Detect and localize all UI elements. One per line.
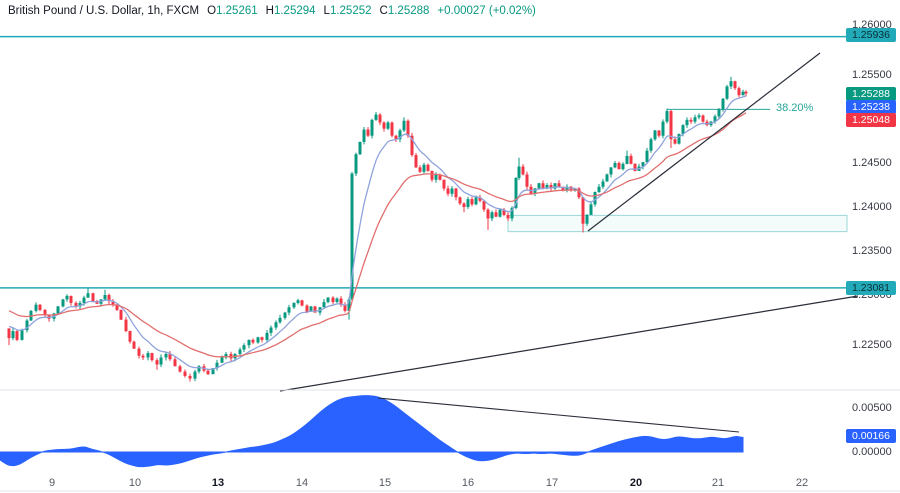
time-axis-label: 21 bbox=[711, 477, 725, 489]
ma-slow-line bbox=[8, 112, 747, 358]
fib-retracement-label[interactable]: 38.20% bbox=[776, 102, 814, 114]
open-label: O bbox=[207, 5, 217, 17]
indicator-trendline[interactable] bbox=[377, 397, 740, 433]
low-label: L bbox=[323, 5, 330, 17]
ohlc-high: H1.25294 bbox=[266, 5, 316, 17]
time-axis-label: 13 bbox=[211, 477, 225, 489]
price-axis-label: 0.00000 bbox=[852, 446, 892, 458]
time-axis-label: 17 bbox=[545, 477, 559, 489]
price-tag: 1.25936 bbox=[846, 28, 896, 42]
ohlc-open: O1.25261 bbox=[207, 5, 258, 17]
high-label: H bbox=[265, 5, 274, 17]
ohlc-low: L1.25252 bbox=[324, 5, 372, 17]
price-change: +0.00027 (+0.02%) bbox=[437, 5, 536, 17]
high-value: 1.25294 bbox=[273, 5, 316, 17]
price-axis-label: 0.00500 bbox=[852, 402, 892, 414]
price-tag: 1.25288 bbox=[846, 87, 896, 101]
price-tag: 0.00166 bbox=[846, 429, 896, 443]
close-label: C bbox=[379, 5, 388, 17]
open-value: 1.25261 bbox=[216, 5, 258, 17]
symbol-header: British Pound / U.S. Dollar, 1h, FXCM O1.… bbox=[8, 5, 536, 17]
ma-fast-line bbox=[8, 95, 747, 371]
price-axis-label: 1.24000 bbox=[852, 201, 892, 213]
time-axis-label: 16 bbox=[461, 477, 475, 489]
symbol-title[interactable]: British Pound / U.S. Dollar, 1h, FXCM bbox=[8, 5, 200, 17]
price-axis-label: 1.23500 bbox=[852, 245, 892, 257]
low-value: 1.25252 bbox=[329, 5, 372, 17]
price-trendline-1[interactable] bbox=[279, 295, 859, 392]
time-axis-label: 9 bbox=[48, 477, 56, 489]
price-axis-label: 1.22500 bbox=[852, 339, 892, 351]
time-axis-label: 20 bbox=[629, 477, 643, 489]
time-axis-label: 22 bbox=[795, 477, 809, 489]
price-axis-label: 1.24500 bbox=[852, 157, 892, 169]
close-value: 1.25288 bbox=[387, 5, 430, 17]
price-tag: 1.23081 bbox=[846, 281, 896, 295]
price-trendline-0[interactable] bbox=[587, 52, 821, 232]
ohlc-close: C1.25288 bbox=[380, 5, 430, 17]
time-axis-label: 15 bbox=[378, 477, 392, 489]
price-tag: 1.25048 bbox=[846, 113, 896, 127]
time-axis-label: 10 bbox=[128, 477, 142, 489]
time-axis-label: 14 bbox=[295, 477, 309, 489]
indicator-area bbox=[0, 395, 744, 468]
support-zone-box[interactable] bbox=[507, 214, 848, 233]
price-axis-label: 1.25500 bbox=[852, 69, 892, 81]
price-tag: 1.25238 bbox=[846, 100, 896, 114]
